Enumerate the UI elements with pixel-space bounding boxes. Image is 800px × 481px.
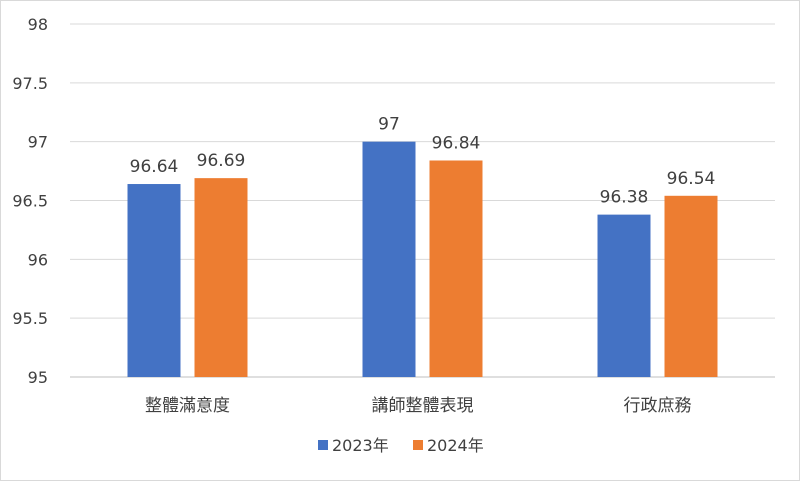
legend-swatch (318, 440, 328, 450)
data-label: 96.69 (197, 151, 246, 171)
legend-swatch (413, 440, 423, 450)
bar-2023 (127, 184, 181, 377)
bar-2024 (429, 160, 483, 377)
y-tick-label: 97.5 (12, 74, 48, 93)
bars (127, 141, 718, 377)
x-category-label: 整體滿意度 (145, 396, 230, 416)
bar-2024 (194, 178, 248, 377)
x-category-label: 行政庶務 (624, 396, 692, 416)
y-axis: 95 95.5 96 96.5 97 97.5 98 (12, 15, 48, 387)
bar-2024 (664, 195, 718, 377)
data-label: 96.84 (432, 133, 481, 153)
data-label: 96.38 (600, 188, 649, 208)
y-tick-label: 97 (28, 133, 48, 152)
y-tick-label: 96.5 (12, 192, 48, 211)
bar-2023 (362, 141, 416, 377)
data-labels: 96.64 96.69 97 96.84 96.38 96.54 (130, 115, 716, 208)
gridlines (70, 23, 775, 378)
x-axis: 整體滿意度 講師整體表現 行政庶務 (145, 396, 692, 416)
y-tick-label: 95 (28, 368, 48, 387)
y-tick-label: 95.5 (12, 309, 48, 328)
bar-2023 (597, 214, 651, 377)
legend-label: 2024年 (427, 436, 484, 455)
data-label: 96.64 (130, 157, 179, 177)
data-label: 96.54 (667, 169, 716, 189)
legend: 2023年 2024年 (318, 436, 484, 455)
y-tick-label: 98 (28, 15, 48, 34)
x-category-label: 講師整體表現 (372, 396, 474, 416)
legend-label: 2023年 (332, 436, 389, 455)
data-label: 97 (378, 115, 400, 135)
y-tick-label: 96 (28, 250, 48, 269)
